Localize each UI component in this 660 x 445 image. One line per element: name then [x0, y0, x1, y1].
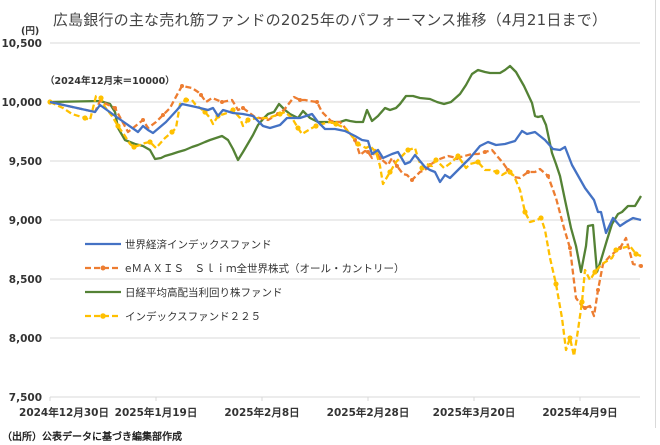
data-point: [82, 115, 88, 121]
legend-label: インデックスファンド２２５: [125, 310, 262, 323]
data-point: [241, 106, 245, 110]
y-tick-label: 7,500: [9, 392, 42, 404]
data-point: [147, 139, 153, 145]
data-point: [410, 178, 414, 182]
legend-item-index-fund-225: インデックスファンド２２５: [83, 304, 404, 328]
data-point: [639, 264, 643, 268]
data-point: [277, 111, 283, 117]
y-axis-unit-label: (円): [21, 26, 40, 37]
data-point: [115, 123, 121, 129]
legend-item-world-economy: 世界経済インデックスファンド: [83, 232, 404, 256]
baseline-annotation: （2024年12月末＝10000）: [45, 76, 175, 87]
data-point: [141, 118, 145, 122]
y-tick-label: 8,500: [9, 274, 42, 286]
legend: 世界経済インデックスファンド eＭＡＸＩＳ Ｓｌｉｍ全世界株式（オール・カントリ…: [83, 232, 404, 328]
gridlines: [50, 42, 640, 398]
data-point: [592, 269, 598, 275]
legend-label: 日経平均高配当利回り株ファンド: [125, 286, 283, 299]
data-point: [567, 335, 573, 341]
data-point: [583, 306, 587, 310]
y-tick-label: 9,000: [9, 215, 42, 227]
data-point: [333, 121, 339, 127]
data-point: [433, 157, 439, 163]
data-point: [131, 144, 137, 150]
world-economy-index-fund-line: [49, 100, 642, 235]
data-point: [526, 170, 530, 174]
data-point: [494, 169, 500, 175]
data-point: [553, 281, 559, 287]
data-point: [633, 251, 639, 257]
legend-swatch-solid-green-icon: [85, 290, 121, 294]
data-point: [298, 98, 302, 102]
data-point: [596, 288, 600, 292]
data-point: [395, 164, 399, 168]
data-point: [455, 153, 461, 159]
series-line: [49, 64, 642, 274]
data-point: [405, 147, 411, 153]
x-tick-label: 2025年4月9日: [542, 406, 617, 419]
legend-item-emaxis-slim: eＭＡＸＩＳ Ｓｌｉｍ全世界株式（オール・カントリー）: [83, 256, 404, 280]
y-tick-label: 8,000: [9, 333, 42, 345]
x-tick-label: 2025年2月8日: [224, 406, 299, 419]
legend-label: eＭＡＸＩＳ Ｓｌｉｍ全世界株式（オール・カントリー）: [125, 262, 405, 275]
data-point: [245, 117, 251, 123]
data-point: [538, 215, 544, 221]
x-tick-label: 2025年3月20日: [433, 406, 516, 419]
data-point: [522, 209, 528, 215]
data-point: [199, 93, 203, 97]
data-point: [355, 141, 361, 147]
data-point: [220, 100, 224, 104]
data-point: [568, 246, 572, 250]
data-point: [366, 150, 370, 154]
series-line: [49, 100, 642, 235]
index-fund-225-line: [47, 94, 642, 358]
data-point: [579, 299, 585, 305]
data-point: [295, 125, 301, 131]
legend-item-nikkei-high-dividend: 日経平均高配当利回り株ファンド: [83, 280, 404, 304]
legend-swatch-dashed-yellow-icon: [85, 313, 121, 319]
nikkei-high-dividend-fund-line: [49, 64, 642, 274]
data-point: [183, 97, 189, 103]
x-tick-label: 2025年1月19日: [115, 406, 198, 419]
data-point: [169, 129, 175, 135]
data-point: [113, 106, 117, 110]
source-note: （出所）公表データに基づき編集部作成: [2, 432, 182, 443]
y-tick-label: 10,000: [1, 97, 42, 109]
y-tick-label: 9,500: [9, 156, 42, 168]
data-point: [180, 84, 184, 88]
series-lines: [47, 64, 643, 358]
data-point: [315, 100, 319, 104]
data-point: [313, 123, 319, 129]
x-tick-label: 2024年12月30日: [19, 406, 109, 419]
legend-label: 世界経済インデックスファンド: [125, 238, 272, 251]
data-point: [161, 113, 165, 117]
data-point: [613, 247, 619, 253]
data-point: [483, 150, 487, 154]
y-tick-label: 10,500: [1, 38, 42, 50]
chart-title: 広島銀行の主な売れ筋ファンドの2025年のパフォーマンス推移（4月21日まで）: [52, 11, 608, 29]
x-axis-ticks: 2024年12月30日 2025年1月19日 2025年2月8日 2025年2月28日…: [19, 397, 618, 419]
data-point: [230, 107, 236, 113]
chart-frame: [655, 0, 656, 428]
data-point: [475, 159, 481, 165]
y-axis-ticks: 7,500 8,000 8,500 9,000 9,500 10,000 10,500: [1, 38, 42, 404]
data-point: [98, 95, 104, 101]
x-tick-label: 2025年2月28日: [327, 406, 410, 419]
data-point: [507, 169, 513, 175]
legend-swatch-solid-blue-icon: [85, 242, 121, 246]
legend-swatch-dashed-orange-icon: [85, 265, 121, 271]
data-point: [546, 174, 550, 178]
data-point: [387, 169, 393, 175]
